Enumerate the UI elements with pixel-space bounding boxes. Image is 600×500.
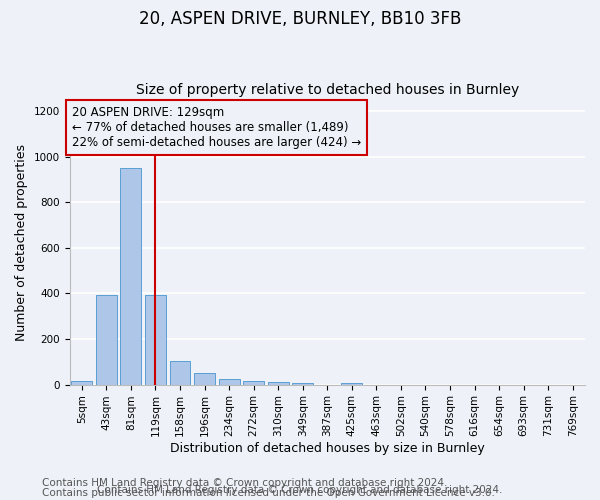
Bar xyxy=(170,360,190,384)
Bar xyxy=(268,382,289,384)
Text: Contains HM Land Registry data © Crown copyright and database right 2024.: Contains HM Land Registry data © Crown c… xyxy=(42,478,448,488)
Bar xyxy=(96,294,117,384)
Text: 20, ASPEN DRIVE, BURNLEY, BB10 3FB: 20, ASPEN DRIVE, BURNLEY, BB10 3FB xyxy=(139,10,461,28)
Bar xyxy=(121,168,142,384)
Bar xyxy=(341,383,362,384)
Text: Contains HM Land Registry data © Crown copyright and database right 2024.: Contains HM Land Registry data © Crown c… xyxy=(97,485,503,495)
Bar xyxy=(194,372,215,384)
Bar xyxy=(71,381,92,384)
Bar xyxy=(218,379,239,384)
Text: Contains public sector information licensed under the Open Government Licence v3: Contains public sector information licen… xyxy=(42,488,495,498)
Title: Size of property relative to detached houses in Burnley: Size of property relative to detached ho… xyxy=(136,83,519,97)
Y-axis label: Number of detached properties: Number of detached properties xyxy=(15,144,28,340)
X-axis label: Distribution of detached houses by size in Burnley: Distribution of detached houses by size … xyxy=(170,442,485,455)
Bar xyxy=(243,381,264,384)
Text: 20 ASPEN DRIVE: 129sqm
← 77% of detached houses are smaller (1,489)
22% of semi-: 20 ASPEN DRIVE: 129sqm ← 77% of detached… xyxy=(72,106,361,150)
Bar xyxy=(145,294,166,384)
